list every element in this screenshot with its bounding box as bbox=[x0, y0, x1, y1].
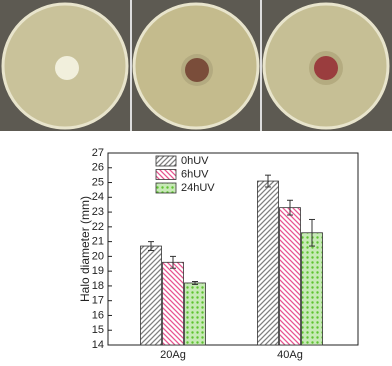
bar bbox=[301, 232, 323, 346]
bar bbox=[184, 282, 206, 346]
bar bbox=[162, 261, 184, 346]
bar bbox=[257, 180, 279, 346]
legend-label: 24hUV bbox=[181, 182, 215, 194]
legend-swatch bbox=[155, 155, 177, 167]
bar bbox=[279, 207, 301, 346]
y-tick-label: 23 bbox=[92, 206, 104, 218]
legend-swatch bbox=[155, 169, 177, 180]
legend-label: 0hUV bbox=[181, 155, 209, 167]
y-tick-label: 21 bbox=[92, 236, 104, 248]
legend-swatch bbox=[155, 182, 177, 194]
error-bar bbox=[309, 218, 315, 247]
y-tick-label: 18 bbox=[92, 280, 104, 292]
error-bar bbox=[192, 280, 198, 285]
x-tick-label: 40Ag bbox=[277, 349, 303, 361]
sample-disk bbox=[55, 56, 79, 80]
photo bbox=[0, 0, 392, 131]
y-tick-label: 17 bbox=[92, 295, 104, 307]
sample-disk bbox=[185, 58, 209, 82]
y-tick-label: 26 bbox=[92, 162, 104, 174]
x-tick-label: 20Ag bbox=[160, 349, 186, 361]
y-axis-title: Halo diameter (mm) bbox=[78, 196, 92, 302]
error-bar bbox=[287, 199, 293, 216]
plot-frame bbox=[107, 152, 359, 346]
y-tick-label: 22 bbox=[92, 221, 104, 233]
bar bbox=[140, 245, 162, 346]
y-tick-label: 20 bbox=[92, 250, 104, 262]
photo-divider bbox=[260, 0, 262, 131]
y-tick-label: 19 bbox=[92, 265, 104, 277]
y-tick-label: 24 bbox=[92, 191, 104, 203]
y-tick-label: 27 bbox=[92, 147, 104, 159]
error-bar bbox=[265, 174, 271, 188]
y-tick-label: 15 bbox=[92, 324, 104, 336]
y-tick-label: 16 bbox=[92, 309, 104, 321]
y-tick-label: 25 bbox=[92, 176, 104, 188]
sample-disk bbox=[314, 56, 338, 80]
y-tick-label: 14 bbox=[92, 339, 104, 351]
error-bar bbox=[170, 255, 176, 269]
error-bar bbox=[148, 241, 154, 251]
photo-divider bbox=[130, 0, 132, 131]
legend-label: 6hUV bbox=[181, 168, 209, 180]
